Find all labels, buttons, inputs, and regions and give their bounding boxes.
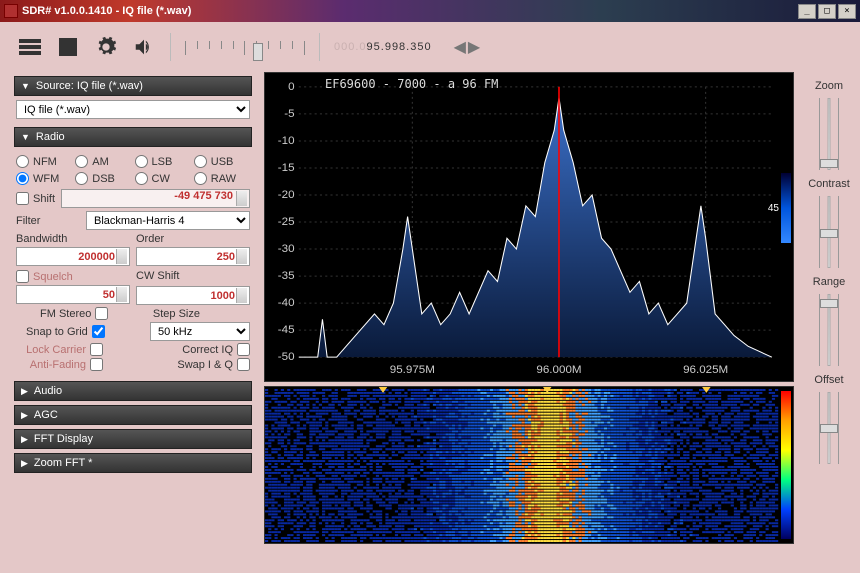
speaker-icon[interactable] bbox=[132, 35, 156, 59]
mode-wfm[interactable]: WFM bbox=[16, 172, 72, 185]
svg-text:96.000M: 96.000M bbox=[536, 364, 581, 376]
svg-text:-30: -30 bbox=[278, 243, 295, 255]
spectrum-info: EF69600 - 7000 - a 96 FM bbox=[325, 77, 498, 91]
chevron-right-icon: ▶ bbox=[21, 410, 28, 421]
order-input[interactable]: 250 bbox=[136, 247, 250, 266]
offset-label: Offset bbox=[814, 374, 843, 386]
swapiq-checkbox[interactable] bbox=[237, 358, 250, 371]
svg-text:-25: -25 bbox=[278, 216, 295, 228]
mode-dsb[interactable]: DSB bbox=[75, 172, 131, 185]
source-header[interactable]: ▼ Source: IQ file (*.wav) bbox=[14, 76, 252, 96]
mode-raw[interactable]: RAW bbox=[194, 172, 250, 185]
mode-cw[interactable]: CW bbox=[135, 172, 191, 185]
source-header-label: Source: IQ file (*.wav) bbox=[36, 80, 143, 92]
cwshift-input[interactable]: 1000 bbox=[136, 286, 250, 305]
fmstereo-label: FM Stereo bbox=[40, 308, 91, 320]
menu-icon[interactable] bbox=[18, 35, 42, 59]
range-slider[interactable] bbox=[809, 290, 849, 370]
panel-zoom-fft-[interactable]: ▶Zoom FFT * bbox=[14, 453, 252, 473]
mode-am[interactable]: AM bbox=[75, 155, 131, 168]
minimize-button[interactable]: _ bbox=[798, 4, 816, 19]
toolbar: 000.095.998.350 ◀ ▶ bbox=[0, 22, 860, 72]
snap-checkbox[interactable] bbox=[92, 325, 105, 338]
bandwidth-label: Bandwidth bbox=[16, 233, 130, 245]
swapiq-label: Swap I & Q bbox=[177, 359, 233, 371]
filter-label: Filter bbox=[16, 215, 80, 227]
stepsize-select[interactable]: 50 kHz bbox=[150, 322, 250, 341]
svg-text:-50: -50 bbox=[278, 351, 295, 363]
shift-checkbox[interactable]: Shift bbox=[16, 192, 55, 205]
center-area: 0 -5 -10 -15 -20 -25 -30 -35 -40 -45 -50 95.975M 96.… bbox=[260, 72, 798, 571]
spectrum-display[interactable]: 0 -5 -10 -15 -20 -25 -30 -35 -40 -45 -50 95.975M 96.… bbox=[264, 72, 794, 382]
lockcarrier-label: Lock Carrier bbox=[16, 344, 86, 356]
panel-agc[interactable]: ▶AGC bbox=[14, 405, 252, 425]
cwshift-label: CW Shift bbox=[136, 270, 250, 282]
stepsize-label: Step Size bbox=[153, 308, 200, 320]
svg-text:-5: -5 bbox=[284, 108, 294, 120]
correctiq-label: Correct IQ bbox=[182, 344, 233, 356]
antifading-label: Anti-Fading bbox=[16, 359, 86, 371]
contrast-slider[interactable] bbox=[809, 192, 849, 272]
range-label: Range bbox=[813, 276, 845, 288]
lockcarrier-checkbox[interactable] bbox=[90, 343, 103, 356]
panel-fft-display[interactable]: ▶FFT Display bbox=[14, 429, 252, 449]
svg-text:-40: -40 bbox=[278, 297, 295, 309]
frequency-display[interactable]: 000.095.998.350 bbox=[334, 41, 432, 53]
squelch-input[interactable]: 50 bbox=[16, 285, 130, 304]
mode-usb[interactable]: USB bbox=[194, 155, 250, 168]
freq-ghost: 000.0 bbox=[334, 41, 367, 53]
contrast-label: Contrast bbox=[808, 178, 850, 190]
order-label: Order bbox=[136, 233, 250, 245]
close-button[interactable]: × bbox=[838, 4, 856, 19]
snap-label: Snap to Grid bbox=[26, 326, 88, 338]
source-select[interactable]: IQ file (*.wav) bbox=[16, 100, 250, 119]
fmstereo-checkbox[interactable] bbox=[95, 307, 108, 320]
maximize-button[interactable]: □ bbox=[818, 4, 836, 19]
svg-text:-35: -35 bbox=[278, 270, 295, 282]
stop-button[interactable] bbox=[56, 35, 80, 59]
svg-text:-15: -15 bbox=[278, 162, 295, 174]
freq-down-icon[interactable]: ◀ bbox=[454, 37, 466, 57]
zoom-slider[interactable] bbox=[809, 94, 849, 174]
svg-text:-45: -45 bbox=[278, 324, 295, 336]
spectrum-gradient-label: 45 bbox=[768, 203, 779, 214]
chevron-right-icon: ▶ bbox=[21, 458, 28, 469]
filter-select[interactable]: Blackman-Harris 4 bbox=[86, 211, 250, 230]
app-icon bbox=[4, 4, 18, 18]
mode-lsb[interactable]: LSB bbox=[135, 155, 191, 168]
right-panel: Zoom Contrast Range Offset bbox=[798, 72, 860, 571]
chevron-right-icon: ▶ bbox=[21, 434, 28, 445]
waterfall-gradient-bar bbox=[781, 391, 791, 539]
squelch-checkbox[interactable]: Squelch bbox=[16, 270, 130, 283]
radio-header[interactable]: ▼ Radio bbox=[14, 127, 252, 147]
svg-text:0: 0 bbox=[288, 81, 294, 93]
freq-up-icon[interactable]: ▶ bbox=[468, 37, 480, 57]
waterfall-display[interactable] bbox=[264, 386, 794, 544]
svg-text:-10: -10 bbox=[278, 135, 295, 147]
chevron-down-icon: ▼ bbox=[21, 132, 30, 142]
volume-slider[interactable] bbox=[185, 33, 305, 61]
zoom-label: Zoom bbox=[815, 80, 843, 92]
window-title: SDR# v1.0.0.1410 - IQ file (*.wav) bbox=[22, 5, 796, 17]
antifading-checkbox[interactable] bbox=[90, 358, 103, 371]
mode-nfm[interactable]: NFM bbox=[16, 155, 72, 168]
correctiq-checkbox[interactable] bbox=[237, 343, 250, 356]
gear-icon[interactable] bbox=[94, 35, 118, 59]
svg-text:96.025M: 96.025M bbox=[683, 364, 728, 376]
radio-header-label: Radio bbox=[36, 131, 65, 143]
titlebar: SDR# v1.0.0.1410 - IQ file (*.wav) _ □ × bbox=[0, 0, 860, 22]
svg-text:95.975M: 95.975M bbox=[390, 364, 435, 376]
offset-slider[interactable] bbox=[809, 388, 849, 468]
shift-value[interactable]: -49 475 730 bbox=[61, 189, 250, 208]
bandwidth-input[interactable]: 200000 bbox=[16, 247, 130, 266]
panel-audio[interactable]: ▶Audio bbox=[14, 381, 252, 401]
side-panel: ▼ Source: IQ file (*.wav) IQ file (*.wav)… bbox=[0, 72, 260, 571]
spectrum-gradient-bar bbox=[781, 173, 791, 243]
chevron-right-icon: ▶ bbox=[21, 386, 28, 397]
freq-main: 95.998.350 bbox=[367, 41, 432, 53]
svg-text:-20: -20 bbox=[278, 189, 295, 201]
chevron-down-icon: ▼ bbox=[21, 81, 30, 91]
